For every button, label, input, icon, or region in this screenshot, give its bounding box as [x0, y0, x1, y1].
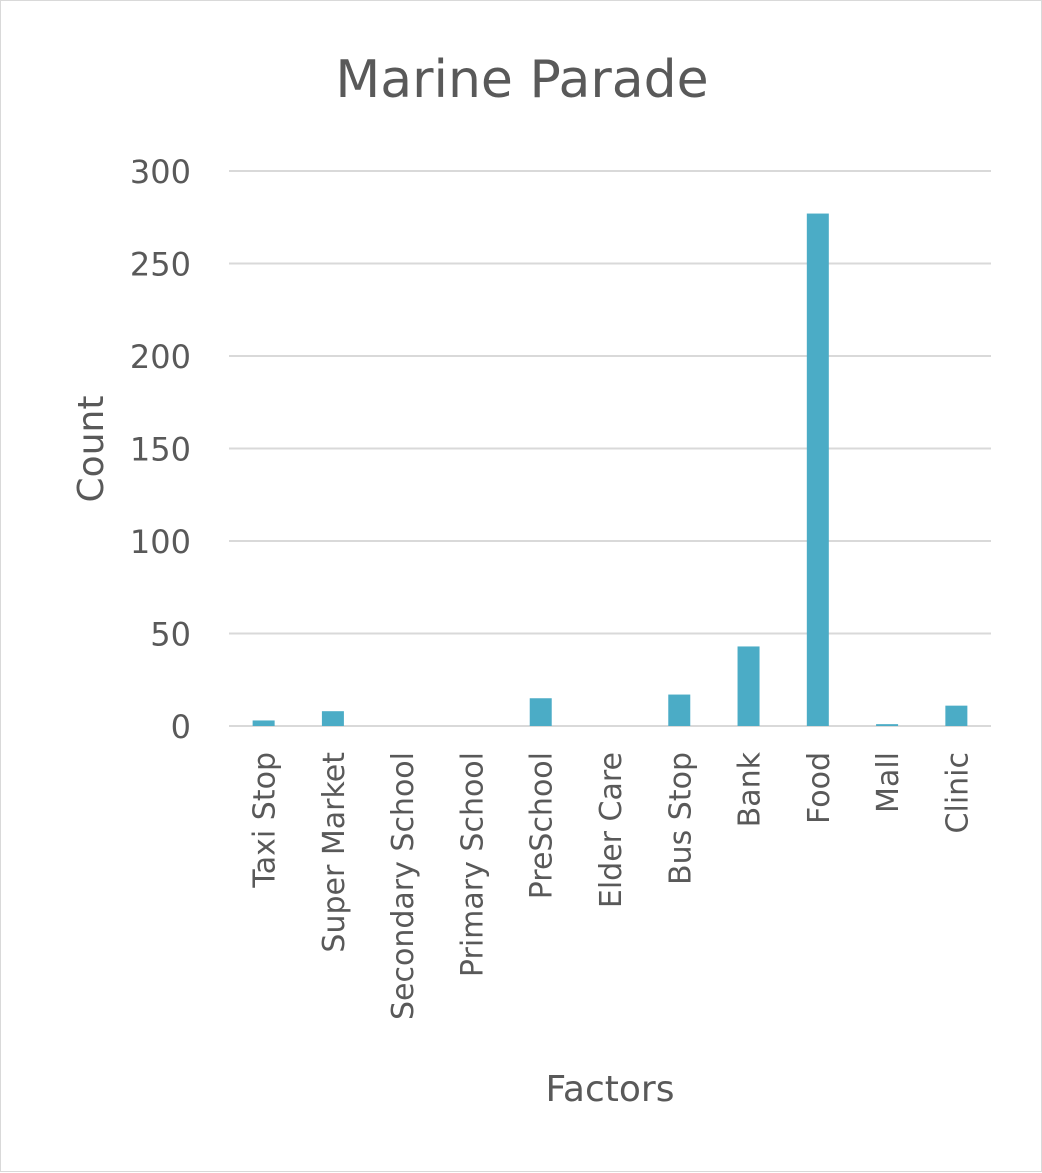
- gridlines: [229, 170, 991, 727]
- x-tick-label: Taxi Stop: [248, 752, 283, 889]
- x-tick-label: Primary School: [455, 752, 490, 977]
- bar: [529, 698, 552, 726]
- y-tick-label: 100: [130, 523, 191, 561]
- y-tick-label: 0: [171, 708, 191, 746]
- y-tick-label: 300: [130, 153, 191, 191]
- bars: [252, 213, 968, 727]
- bar: [321, 711, 344, 726]
- bar: [806, 213, 829, 727]
- x-tick-label: Secondary School: [386, 752, 421, 1020]
- x-tick-label: Bus Stop: [663, 752, 698, 885]
- bar: [876, 724, 899, 726]
- x-tick-label: Food: [802, 752, 837, 824]
- bar: [945, 705, 968, 726]
- x-tick-label: Elder Care: [594, 752, 629, 908]
- x-tick-labels: Taxi Stop Super Market Secondary School Pri…: [248, 751, 976, 1020]
- x-tick-label: Clinic: [940, 752, 975, 833]
- y-tick-label: 50: [150, 616, 191, 654]
- bar: [252, 720, 275, 726]
- x-tick-label: Bank: [733, 751, 768, 827]
- y-tick-labels: 0 50 100 150 200 250 300: [130, 153, 191, 746]
- y-tick-label: 200: [130, 338, 191, 376]
- bar: [737, 646, 760, 726]
- chart-title: Marine Parade: [335, 50, 708, 110]
- y-tick-label: 250: [130, 246, 191, 284]
- x-tick-label: Mall: [871, 752, 906, 813]
- x-tick-label: Super Market: [317, 752, 352, 953]
- x-tick-label: PreSchool: [525, 752, 560, 899]
- bar: [668, 694, 691, 726]
- x-axis-label: Factors: [546, 1069, 675, 1110]
- y-axis-label: Count: [71, 396, 112, 503]
- y-tick-label: 150: [130, 431, 191, 469]
